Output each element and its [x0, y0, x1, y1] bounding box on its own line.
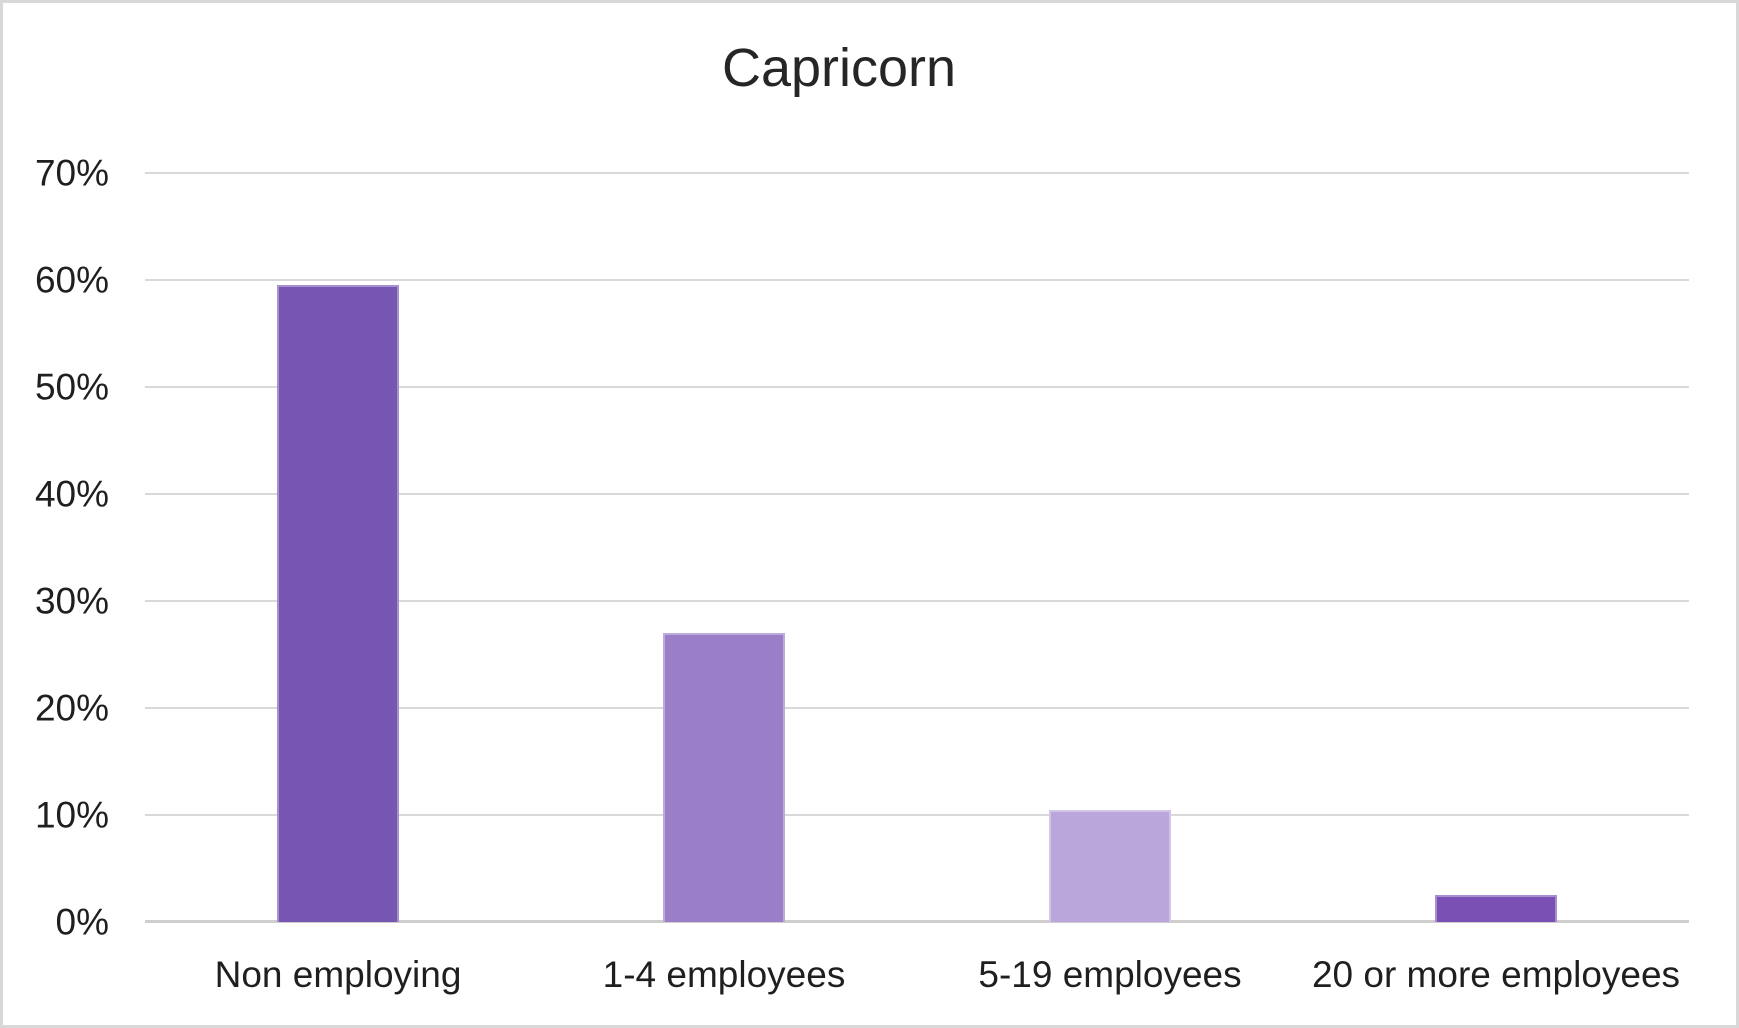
y-axis-tick-label: 70% [34, 152, 109, 194]
chart-title: Capricorn [721, 38, 957, 98]
gridline [145, 493, 1689, 496]
x-axis-category-label: 20 or more employees [1311, 954, 1681, 995]
bar-1-4-employees [663, 633, 785, 922]
gridline [145, 279, 1689, 281]
y-axis-tick-label: 20% [34, 687, 109, 729]
y-axis: 0% 10% 20% 30% 40% 50% 60% 70% [3, 155, 109, 941]
bar-non-employing [277, 285, 399, 922]
bar-5-19-employees [1049, 809, 1171, 922]
gridline [145, 386, 1689, 388]
gridline [145, 600, 1689, 602]
y-axis-tick-label: 40% [34, 473, 109, 515]
y-axis-tick-label: 10% [34, 794, 109, 836]
x-axis-category-label: 1-4 employees [602, 954, 846, 995]
y-axis-tick-label: 60% [34, 259, 109, 301]
gridline [145, 814, 1689, 817]
bar-20-or-more-employees [1435, 895, 1557, 922]
y-axis-tick-label: 0% [55, 901, 109, 943]
gridline [145, 707, 1689, 710]
x-axis: Non employing 1-4 employees 5-19 employees… [145, 945, 1689, 1005]
x-axis-line [145, 920, 1689, 923]
y-axis-tick-label: 50% [34, 366, 109, 408]
y-axis-tick-label: 30% [34, 580, 109, 622]
gridline [145, 172, 1689, 174]
x-axis-category-label: 5-19 employees [978, 954, 1242, 995]
x-axis-category-label: Non employing [214, 954, 462, 995]
plot-area [145, 172, 1689, 923]
